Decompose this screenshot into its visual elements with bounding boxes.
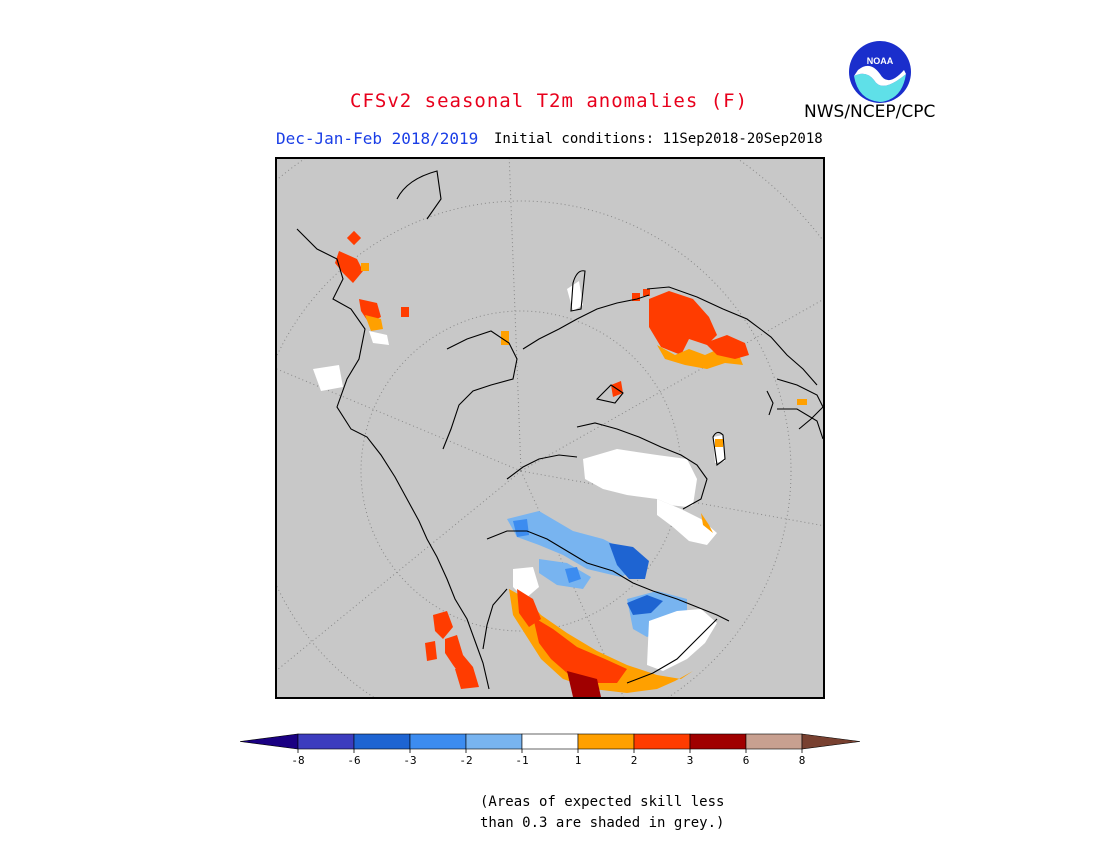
map-title: CFSv2 seasonal T2m anomalies (F) — [350, 90, 749, 112]
legend-label: -3 — [403, 754, 416, 767]
legend-label: -2 — [459, 754, 472, 767]
legend-label: -8 — [291, 754, 304, 767]
siberia-anomaly — [632, 289, 749, 369]
meridian-lines — [277, 159, 823, 697]
legend-swatch — [465, 733, 523, 750]
pacific-coast-anomaly — [425, 611, 479, 689]
greatlakes-anomaly — [509, 589, 693, 697]
legend-arrow-high — [801, 733, 860, 750]
legend-arrow-low — [240, 733, 299, 750]
polar-map — [275, 157, 825, 699]
logo-text: NOAA — [867, 56, 894, 66]
legend-label: 8 — [799, 754, 806, 767]
initial-conditions-label: Initial conditions: 11Sep2018-20Sep2018 — [494, 131, 823, 147]
legend-label: -1 — [515, 754, 528, 767]
legend-label: -6 — [347, 754, 360, 767]
legend-swatch — [297, 733, 355, 750]
europe-anomaly — [313, 230, 409, 391]
season-label: Dec-Jan-Feb 2018/2019 — [276, 129, 479, 148]
alaska-anomaly — [583, 449, 717, 545]
legend-swatch — [745, 733, 803, 750]
polar-map-canvas — [277, 159, 823, 697]
skill-note: (Areas of expected skill less than 0.3 a… — [480, 794, 725, 831]
legend-swatch — [521, 733, 579, 750]
legend-label: 2 — [631, 754, 638, 767]
legend-label: 3 — [687, 754, 694, 767]
legend-swatch — [409, 733, 467, 750]
canada-anomaly — [507, 511, 717, 671]
color-legend: -8 -6 -3 -2 -1 1 2 3 6 8 — [240, 733, 860, 767]
legend-swatch — [353, 733, 411, 750]
agency-label: NWS/NCEP/CPC — [804, 102, 936, 122]
noaa-logo: NOAA — [849, 41, 911, 103]
franz-josef-patch — [567, 281, 583, 311]
legend-swatch — [689, 733, 747, 750]
legend-swatch — [633, 733, 691, 750]
svalbard-patch — [501, 331, 509, 345]
coastlines — [296, 170, 823, 690]
legend-label: 6 — [743, 754, 750, 767]
legend-label: 1 — [575, 754, 582, 767]
latitude-circle-middle — [277, 200, 792, 697]
legend-swatch — [577, 733, 635, 750]
